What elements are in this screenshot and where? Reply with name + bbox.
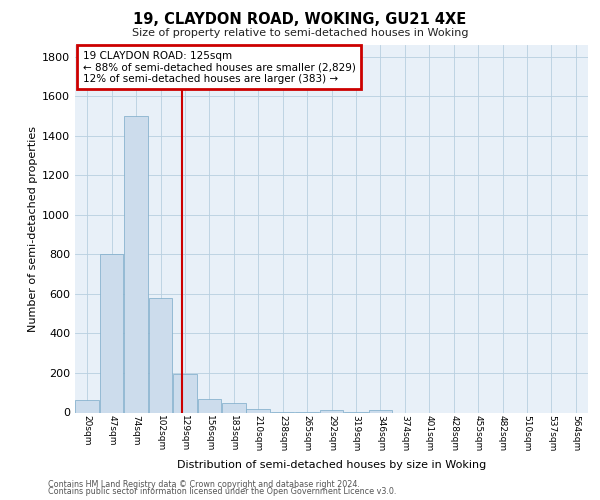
Bar [124, 116, 148, 412]
Bar [149, 298, 172, 412]
Text: 19, CLAYDON ROAD, WOKING, GU21 4XE: 19, CLAYDON ROAD, WOKING, GU21 4XE [133, 12, 467, 28]
X-axis label: Distribution of semi-detached houses by size in Woking: Distribution of semi-detached houses by … [177, 460, 486, 470]
Y-axis label: Number of semi-detached properties: Number of semi-detached properties [28, 126, 38, 332]
Bar [76, 400, 99, 412]
Bar [100, 254, 124, 412]
Bar [197, 398, 221, 412]
Text: 19 CLAYDON ROAD: 125sqm
← 88% of semi-detached houses are smaller (2,829)
12% of: 19 CLAYDON ROAD: 125sqm ← 88% of semi-de… [83, 50, 356, 84]
Text: Size of property relative to semi-detached houses in Woking: Size of property relative to semi-detach… [132, 28, 468, 38]
Bar [173, 374, 197, 412]
Text: Contains HM Land Registry data © Crown copyright and database right 2024.: Contains HM Land Registry data © Crown c… [48, 480, 360, 489]
Bar [368, 410, 392, 412]
Bar [247, 408, 270, 412]
Bar [222, 403, 245, 412]
Text: Contains public sector information licensed under the Open Government Licence v3: Contains public sector information licen… [48, 488, 397, 496]
Bar [320, 410, 343, 412]
